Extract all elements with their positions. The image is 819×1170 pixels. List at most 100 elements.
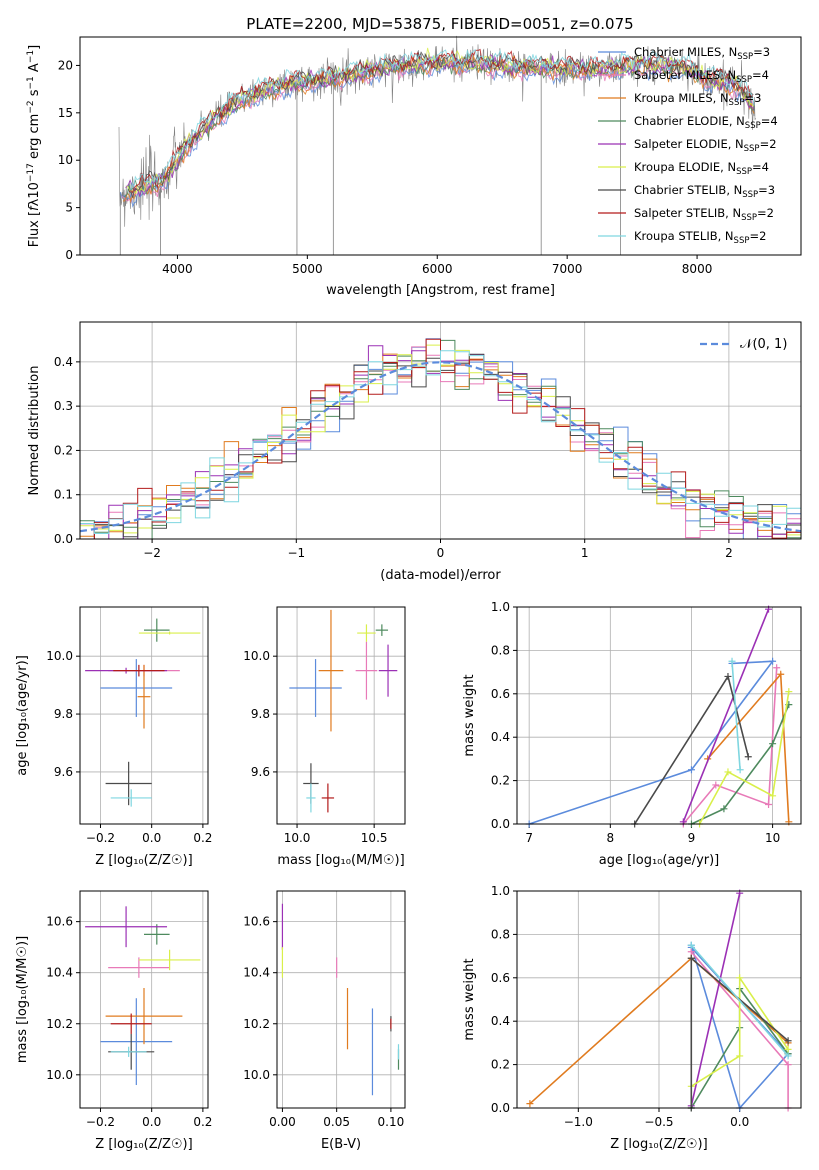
weight-marker-2 bbox=[765, 800, 773, 808]
mass-vs-metallicity-y-label: mass [log₁₀(M/M☉)] bbox=[15, 936, 30, 1063]
weight-marker-7 bbox=[744, 753, 752, 761]
weight-line-2 bbox=[682, 667, 778, 825]
y-tick-label: 20 bbox=[58, 58, 73, 72]
x-tick-label: 2 bbox=[725, 546, 733, 560]
mass-vs-ebv-panel: 0.00 0.05 0.10 10.0 10.2 10.4 10.6 E(B-V) bbox=[243, 890, 406, 1152]
y-tick-label: 10 bbox=[58, 153, 73, 167]
age-vs-metallicity-frame bbox=[79, 606, 209, 825]
weight-marker-9 bbox=[736, 766, 744, 774]
residuals-y-label: Normed distribution bbox=[27, 366, 42, 496]
age-vs-mass-frame bbox=[276, 606, 406, 825]
histogram-group bbox=[80, 338, 801, 539]
y-tick-label: 0.6 bbox=[491, 687, 510, 701]
x-tick-label: 1 bbox=[581, 546, 589, 560]
y-tick-label: 10.2 bbox=[46, 1017, 73, 1031]
y-tick-label: 0.4 bbox=[54, 355, 73, 369]
spectrum-panel: 4000 5000 6000 7000 8000 0 5 10 15 20 wavelength [… bbox=[26, 35, 802, 298]
y-tick-label: 0.2 bbox=[491, 774, 510, 788]
y-tick-label: 0.0 bbox=[491, 1101, 510, 1115]
age-vs-metallicity-y-label: age [log₁₀(age/yr)] bbox=[15, 655, 30, 776]
y-tick-label: 10.2 bbox=[243, 1017, 270, 1031]
y-tick-label: 0.0 bbox=[54, 532, 73, 546]
weight-marker-6 bbox=[785, 688, 793, 696]
mass-weight-vs-age-x-label: age [log₁₀(age/yr)] bbox=[599, 853, 720, 868]
weight-marker-6 bbox=[736, 1052, 744, 1060]
legend-label-2: Salpeter MILES, NSSP=4 bbox=[634, 68, 769, 85]
mass-vs-ebv-x-label: E(B-V) bbox=[321, 1137, 361, 1152]
x-tick-label: 0.2 bbox=[193, 831, 212, 845]
weight-marker-2 bbox=[687, 948, 695, 956]
weight-marker-6 bbox=[736, 974, 744, 982]
weight-marker-7 bbox=[687, 954, 695, 962]
y-tick-label: 15 bbox=[58, 106, 73, 120]
weight-marker-1 bbox=[687, 766, 695, 774]
weight-marker-4 bbox=[720, 805, 728, 813]
weight-line-5 bbox=[690, 893, 741, 1106]
weight-line-6 bbox=[690, 975, 789, 1087]
residuals-panel: −2 −1 0 1 2 0.0 0.1 0.2 0.3 0.4 𝒩(0, 1) (data-model… bbox=[27, 321, 802, 583]
y-tick-label: 0.2 bbox=[54, 443, 73, 457]
legend-label-normal: 𝒩(0, 1) bbox=[740, 337, 787, 352]
y-tick-label: 10.6 bbox=[243, 915, 270, 929]
x-tick-label: −0.5 bbox=[644, 1115, 673, 1129]
weight-marker-6 bbox=[784, 1045, 792, 1053]
residuals-x-label: (data-model)/error bbox=[380, 568, 501, 583]
weight-marker-7 bbox=[724, 672, 732, 680]
y-tick-label: 0.3 bbox=[54, 399, 73, 413]
mass-vs-metallicity-panel: −0.2 0.0 0.2 10.0 10.2 10.4 10.6 Z [log₁₀(Z/Z☉)… bbox=[15, 890, 212, 1152]
weight-marker-2 bbox=[712, 781, 720, 789]
legend-label-5: Salpeter ELODIE, NSSP=2 bbox=[634, 137, 777, 154]
age-vs-metallicity-x-label: Z [log₁₀(Z/Z☉)] bbox=[95, 853, 192, 868]
spectrum-y-label: Flux [fλ10−17 erg cm−2 s−1 A−1] bbox=[26, 45, 42, 247]
mass-weight-vs-metallicity-x-label: Z [log₁₀(Z/Z☉)] bbox=[610, 1137, 707, 1152]
y-tick-label: 0.4 bbox=[491, 730, 510, 744]
y-tick-label: 10.6 bbox=[46, 915, 73, 929]
x-tick-label: 8000 bbox=[682, 262, 713, 276]
mass-weight-vs-metallicity-y-label: mass weight bbox=[462, 958, 477, 1040]
x-tick-label: 0.00 bbox=[269, 1115, 296, 1129]
y-tick-label: 10.0 bbox=[46, 1068, 73, 1082]
x-tick-label: 9 bbox=[688, 831, 696, 845]
mass-weight-vs-age-y-label: mass weight bbox=[462, 674, 477, 756]
y-tick-label: 10.4 bbox=[46, 966, 73, 980]
x-tick-label: 4000 bbox=[162, 262, 193, 276]
mass-weight-vs-metallicity-panel: −1.0 −0.5 0.0 0.0 0.2 0.4 0.6 0.8 1.0 Z [log₁₀(Z/… bbox=[462, 884, 802, 1152]
x-tick-label: 0.05 bbox=[323, 1115, 350, 1129]
model-fit-6 bbox=[126, 47, 754, 195]
weight-marker-6 bbox=[724, 768, 732, 776]
figure-title: PLATE=2200, MJD=53875, FIBERID=0051, z=0… bbox=[246, 15, 633, 33]
x-tick-label: 0.10 bbox=[378, 1115, 405, 1129]
x-tick-label: 10 bbox=[765, 831, 780, 845]
weight-marker-9 bbox=[728, 657, 736, 665]
y-tick-label: 0.2 bbox=[491, 1058, 510, 1072]
weight-marker-2 bbox=[784, 1061, 792, 1069]
x-tick-label: −2 bbox=[143, 546, 161, 560]
weight-marker-9 bbox=[687, 941, 695, 949]
mass-weight-vs-age-panel: 7 8 9 10 0.0 0.2 0.4 0.6 0.8 1.0 age [log₁₀(age/yr… bbox=[462, 600, 802, 868]
weight-marker-9 bbox=[784, 1052, 792, 1060]
x-tick-label: 7000 bbox=[552, 262, 583, 276]
weight-line-3 bbox=[707, 672, 790, 822]
weight-marker-3 bbox=[777, 670, 785, 678]
histogram-9 bbox=[80, 350, 801, 534]
x-tick-label: 7 bbox=[525, 831, 533, 845]
age-vs-mass-x-label: mass [log₁₀(M/M☉)] bbox=[277, 853, 404, 868]
y-tick-label: 9.8 bbox=[251, 707, 270, 721]
y-tick-label: 0.8 bbox=[491, 643, 510, 657]
x-tick-label: 0.0 bbox=[142, 1115, 161, 1129]
mass-vs-ebv-frame bbox=[276, 890, 406, 1109]
y-tick-label: 10.0 bbox=[243, 1068, 270, 1082]
y-tick-label: 9.6 bbox=[251, 765, 270, 779]
y-tick-label: 0.4 bbox=[491, 1014, 510, 1028]
weight-line-4 bbox=[691, 704, 790, 825]
x-tick-label: 0.2 bbox=[193, 1115, 212, 1129]
weight-marker-4 bbox=[769, 740, 777, 748]
legend-label-3: Kroupa MILES, NSSP=3 bbox=[634, 91, 761, 108]
model-fit-9 bbox=[130, 48, 755, 191]
x-tick-label: 10.5 bbox=[361, 831, 388, 845]
y-tick-label: 1.0 bbox=[491, 600, 510, 614]
weight-line-9 bbox=[731, 661, 741, 770]
weight-marker-1 bbox=[769, 657, 777, 665]
weight-line-1 bbox=[528, 660, 775, 825]
